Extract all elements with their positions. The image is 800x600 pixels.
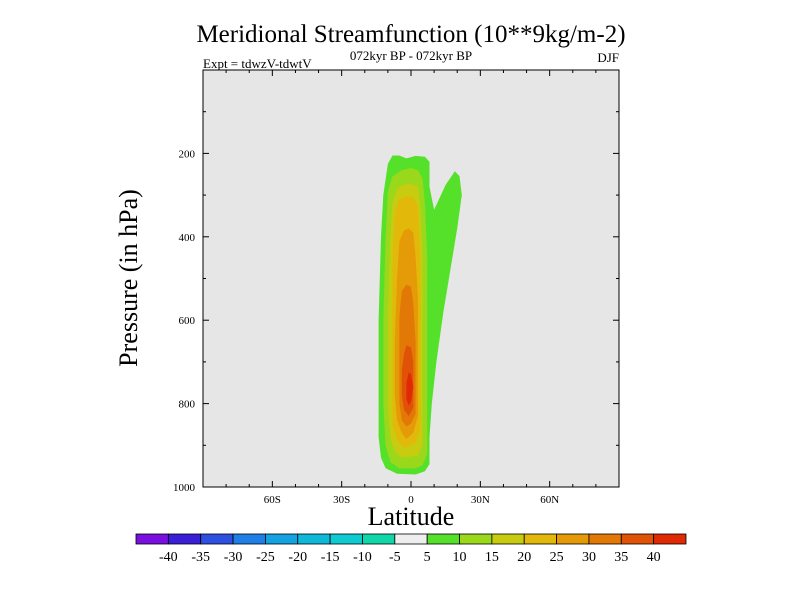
y-axis-label: Pressure (in hPa)	[114, 189, 143, 367]
colorbar-label: -25	[256, 550, 275, 565]
colorbar-swatch	[653, 533, 687, 545]
colorbar-label: 15	[485, 550, 499, 565]
colorbar-label: -5	[389, 550, 401, 565]
time-range-label: 072kyr BP - 072kyr BP	[350, 48, 472, 63]
colorbar-swatch	[556, 533, 590, 545]
colorbar-label: 35	[614, 550, 628, 565]
contour-layer	[378, 155, 462, 475]
colorbar-swatch	[200, 533, 234, 545]
colorbar-label: -15	[321, 550, 340, 565]
colorbar-label: 5	[424, 550, 431, 565]
colorbar-swatch	[265, 533, 299, 545]
x-tick-label: 60N	[540, 494, 559, 506]
colorbar-swatch	[459, 533, 493, 545]
colorbar-swatch	[620, 533, 655, 545]
y-tick-label: 800	[179, 399, 196, 411]
colorbar-label: -20	[288, 550, 307, 565]
y-tick-label: 200	[179, 148, 196, 160]
colorbar-label: -35	[191, 550, 210, 565]
colorbar-swatch	[394, 533, 428, 545]
y-tick-label: 400	[179, 232, 196, 244]
plot-area: 60S 30S 0 30N 60N 200 400 600 800 1000	[173, 69, 620, 506]
x-tick-label: 0	[408, 494, 414, 506]
colorbar-label: 25	[550, 550, 564, 565]
colorbar-swatch	[135, 533, 169, 545]
contour-level-40	[406, 372, 414, 406]
x-tick-label: 30S	[333, 494, 350, 506]
colorbar-label: -10	[353, 550, 372, 565]
colorbar-swatch	[167, 533, 202, 545]
colorbar-swatch	[426, 533, 460, 545]
chart-title: Meridional Streamfunction (10**9kg/m-2)	[196, 21, 625, 48]
x-tick-label: 30N	[471, 494, 490, 506]
colorbar-swatch	[329, 533, 363, 545]
y-tick-label: 600	[179, 315, 196, 327]
x-tick-label: 60S	[264, 494, 281, 506]
colorbar-label: 20	[517, 550, 531, 565]
x-axis-label: Latitude	[368, 502, 455, 531]
y-tick-label: 1000	[173, 482, 196, 494]
colorbar: -40 -35 -30 -25 -20 -15 -10 -5 5 10 15 20 25 30 35 40	[135, 533, 687, 565]
season-label: DJF	[597, 50, 619, 65]
colorbar-swatch	[588, 533, 622, 545]
colorbar-swatch	[297, 533, 331, 545]
colorbar-swatch	[232, 533, 266, 545]
colorbar-label: 10	[453, 550, 467, 565]
colorbar-label: 40	[647, 550, 661, 565]
colorbar-swatch	[523, 533, 557, 545]
experiment-label: Expt = tdwzV-tdwtV	[203, 56, 312, 71]
colorbar-label: -30	[224, 550, 243, 565]
tick-layer: 60S 30S 0 30N 60N 200 400 600 800 1000	[173, 70, 619, 506]
colorbar-swatch	[491, 533, 525, 545]
colorbar-label: -40	[159, 550, 178, 565]
colorbar-swatch	[362, 533, 396, 545]
colorbar-label: 30	[582, 550, 596, 565]
